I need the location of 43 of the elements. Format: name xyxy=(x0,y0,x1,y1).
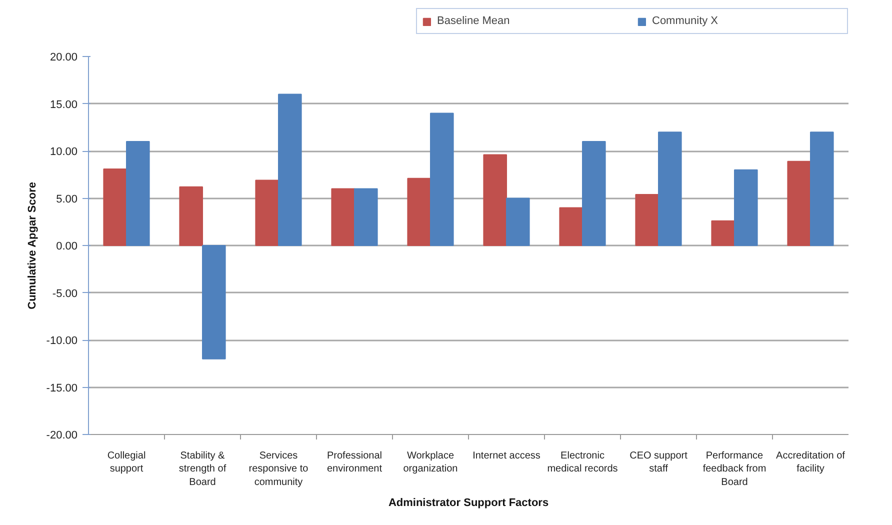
bar xyxy=(103,168,127,246)
x-tick-label: Collegial support xyxy=(107,450,146,475)
bar xyxy=(179,186,203,246)
bar xyxy=(331,188,355,246)
bar xyxy=(559,207,583,246)
legend-label: Community X xyxy=(652,14,720,28)
x-tick-label: Performance feedback from Board xyxy=(702,450,766,488)
x-tick-label: Professional environment xyxy=(326,450,382,475)
bar xyxy=(810,132,834,246)
x-tick-label: Workplace organization xyxy=(403,450,458,475)
bar xyxy=(734,169,758,246)
y-tick-label: 20.00 xyxy=(50,52,78,64)
x-tick-label: Accreditation of facility xyxy=(776,450,846,475)
bar xyxy=(255,180,279,246)
y-tick-label: -15.00 xyxy=(46,382,78,394)
bar xyxy=(711,220,735,246)
legend-label: Baseline Mean xyxy=(437,14,511,28)
x-axis-title: Administrator Support Factors xyxy=(388,496,549,509)
y-tick-label: 0.00 xyxy=(56,240,78,252)
y-tick-label: 10.00 xyxy=(50,146,78,158)
bar xyxy=(407,178,431,246)
y-axis-title: Cumulative Apgar Score xyxy=(26,182,38,310)
x-tick-label: Stability & strength of Board xyxy=(178,450,226,488)
x-tick-label: Services responsive to community xyxy=(248,450,309,488)
y-tick-label: -20.00 xyxy=(46,430,78,442)
y-tick-label: -10.00 xyxy=(46,335,78,347)
bar xyxy=(483,154,507,246)
bar xyxy=(582,141,606,246)
y-tick-label: 5.00 xyxy=(56,193,78,206)
bar xyxy=(354,188,378,246)
bar xyxy=(126,141,150,246)
x-tick-label: Electronic medical records xyxy=(547,450,618,475)
x-tick-label: CEO support staff xyxy=(630,450,688,475)
bar xyxy=(506,198,530,246)
y-tick-label: -5.00 xyxy=(52,288,78,300)
bar xyxy=(202,245,226,360)
bar xyxy=(278,94,302,246)
x-tick-label: Internet access xyxy=(472,450,540,462)
bar xyxy=(658,132,682,246)
bar xyxy=(430,112,454,246)
bar xyxy=(787,160,811,246)
y-tick-label: 15.00 xyxy=(50,98,78,111)
bar xyxy=(635,194,659,246)
